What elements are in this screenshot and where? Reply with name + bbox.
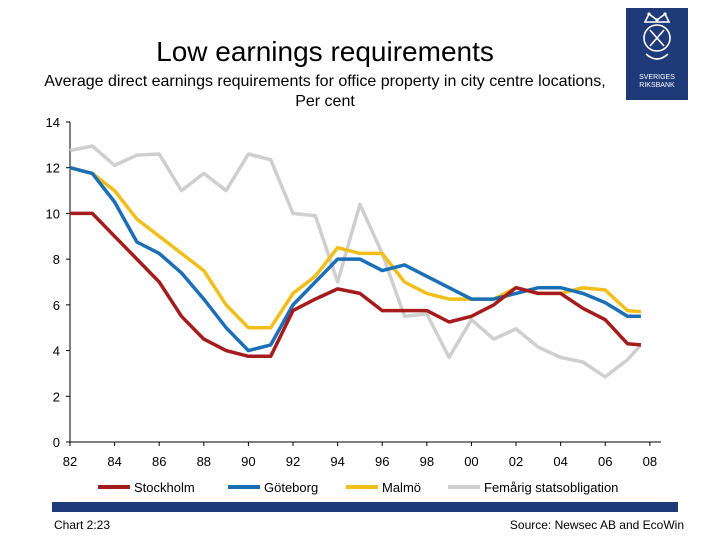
x-tick-label: 90 — [241, 454, 255, 469]
x-tick-label: 08 — [643, 454, 657, 469]
series-line-g-teborg — [69, 166, 641, 353]
logo-line-1: SVERIGES — [639, 74, 675, 81]
x-tick-label: 94 — [330, 454, 344, 469]
x-tick-label: 82 — [63, 454, 77, 469]
x-tick-label: 04 — [553, 454, 567, 469]
x-tick-label: 06 — [598, 454, 612, 469]
y-tick-label: 6 — [53, 298, 60, 313]
x-tick-label: 92 — [286, 454, 300, 469]
x-tick-label: 84 — [107, 454, 121, 469]
x-tick-label: 02 — [509, 454, 523, 469]
y-tick-label: 12 — [46, 161, 60, 176]
y-tick-label: 0 — [53, 435, 60, 450]
legend-label: Malmö — [382, 480, 421, 495]
y-tick-label: 10 — [46, 206, 60, 221]
riksbank-logo: SVERIGES RIKSBANK — [626, 8, 688, 100]
y-tick-label: 2 — [53, 389, 60, 404]
chart-number: Chart 2:23 — [54, 518, 111, 532]
y-tick-label: 8 — [53, 252, 60, 267]
y-tick-label: 14 — [46, 115, 60, 130]
chart-title: Low earnings requirements — [156, 36, 494, 67]
x-tick-label: 98 — [420, 454, 434, 469]
y-tick-label: 4 — [53, 344, 60, 359]
logo-line-2: RIKSBANK — [639, 82, 675, 89]
source-note: Source: Newsec AB and EcoWin — [509, 518, 684, 532]
x-tick-label: 00 — [464, 454, 478, 469]
series-line-fem-rig-statsobligation — [69, 144, 643, 379]
x-tick-label: 96 — [375, 454, 389, 469]
legend-label: Femårig statsobligation — [484, 480, 618, 495]
chart-subtitle: Average direct earnings requirements for… — [44, 73, 606, 110]
footer-bar — [52, 502, 678, 512]
x-tick-label: 86 — [152, 454, 166, 469]
crown-emblem-icon — [643, 12, 671, 60]
series-line-stockholm — [70, 211, 642, 359]
x-tick-label: 88 — [197, 454, 211, 469]
series-line-malm- — [69, 166, 642, 330]
legend-label: Stockholm — [134, 480, 195, 495]
legend-label: Göteborg — [264, 480, 318, 495]
